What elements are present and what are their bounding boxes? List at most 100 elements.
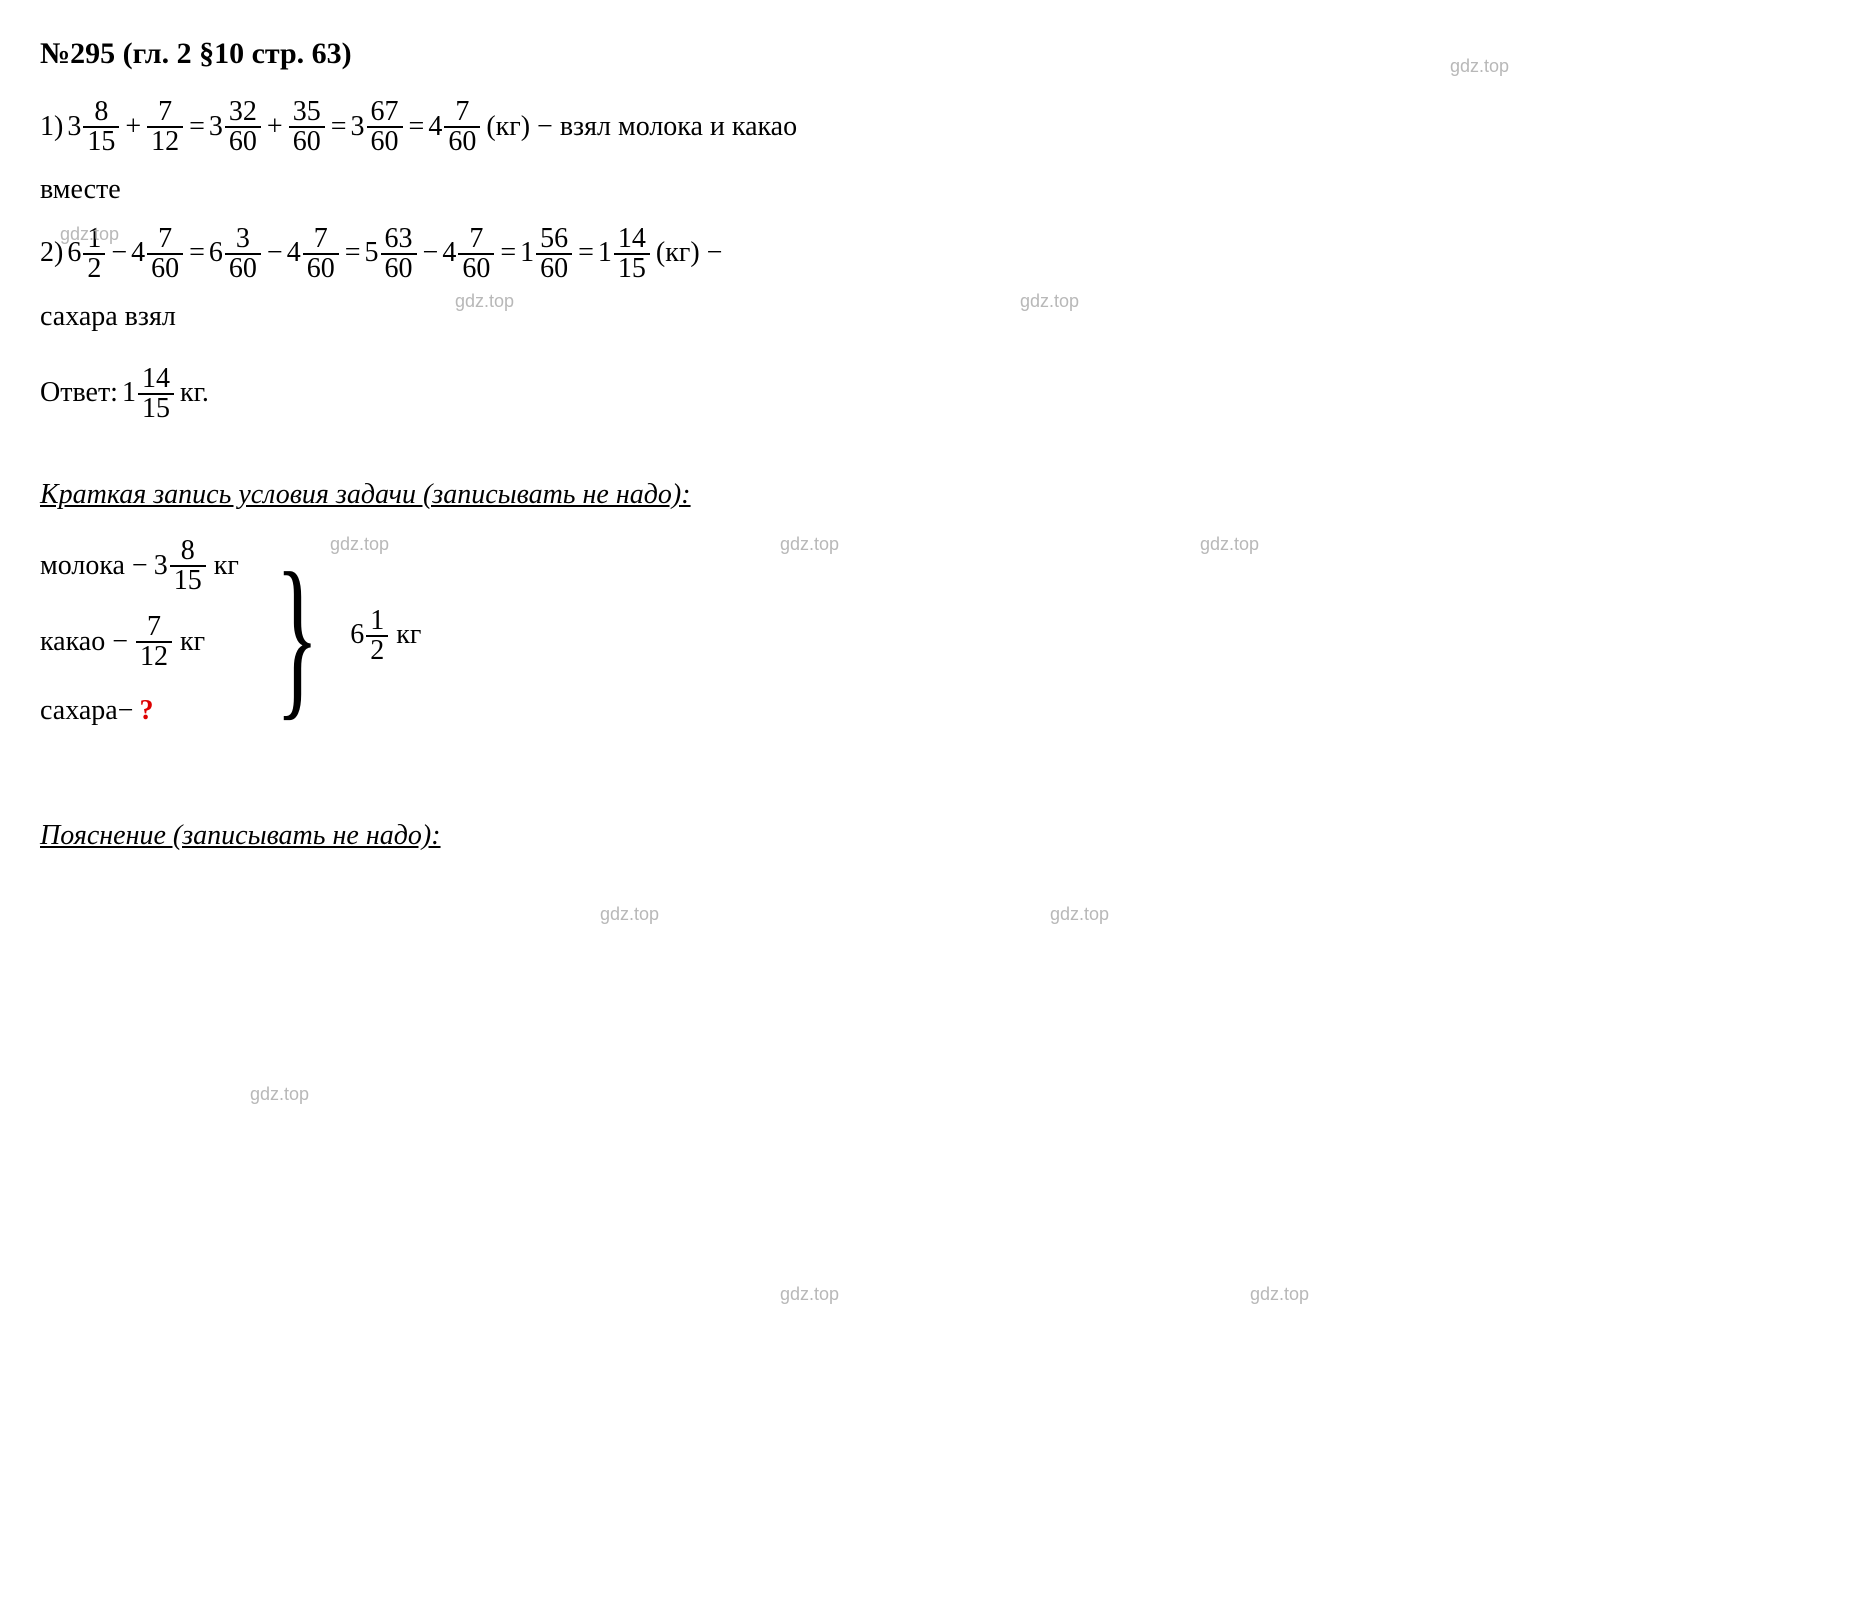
answer-label: Ответ: <box>40 371 118 416</box>
frac: 7 60 <box>303 225 339 283</box>
frac: 14 15 <box>614 225 650 283</box>
frac: 63 60 <box>381 225 417 283</box>
frac-35-60: 35 60 <box>289 98 325 156</box>
numerator: 7 <box>465 225 487 253</box>
numerator: 63 <box>381 225 417 253</box>
denominator: 60 <box>444 126 480 156</box>
eq: = <box>345 231 361 276</box>
op: − <box>267 231 283 276</box>
eq: = <box>331 105 347 150</box>
mixed-4-7-60: 4 7 60 <box>428 98 482 156</box>
numerator: 14 <box>138 365 174 393</box>
question-mark-icon: ? <box>139 689 153 734</box>
whole: 4 <box>131 231 145 276</box>
step-2-line: 2) 6 1 2 − 4 7 60 = 6 3 60 − 4 7 60 = 5 <box>40 225 1817 283</box>
denominator: 60 <box>225 126 261 156</box>
mixed: 3 8 15 <box>154 537 208 595</box>
denominator: 2 <box>83 253 105 283</box>
numerator: 35 <box>289 98 325 126</box>
mixed: 4 7 60 <box>287 225 341 283</box>
denominator: 60 <box>536 253 572 283</box>
brief-left: молока − 3 8 15 кг какао − 7 12 кг сахар… <box>40 537 239 734</box>
step1-suffix: (кг) − взял молока и какао <box>486 105 797 150</box>
denominator: 60 <box>458 253 494 283</box>
text: вместе <box>40 168 121 213</box>
frac: 8 15 <box>83 98 119 156</box>
frac: 67 60 <box>367 98 403 156</box>
step2-suffix: (кг) − <box>656 231 723 276</box>
numerator: 56 <box>536 225 572 253</box>
numerator: 67 <box>367 98 403 126</box>
whole: 1 <box>520 231 534 276</box>
numerator: 14 <box>614 225 650 253</box>
frac: 7 60 <box>444 98 480 156</box>
frac: 14 15 <box>138 365 174 423</box>
unit: кг <box>180 620 205 665</box>
whole: 3 <box>351 105 365 150</box>
whole: 4 <box>428 105 442 150</box>
answer-unit: кг. <box>180 371 209 416</box>
numerator: 7 <box>154 225 176 253</box>
frac-7-12: 7 12 <box>147 98 183 156</box>
whole: 4 <box>287 231 301 276</box>
mixed: 1 14 15 <box>598 225 652 283</box>
frac: 7 12 <box>136 613 172 671</box>
numerator: 7 <box>310 225 332 253</box>
denominator: 60 <box>225 253 261 283</box>
numerator: 32 <box>225 98 261 126</box>
frac: 1 2 <box>83 225 105 283</box>
brace-icon: } <box>275 564 318 708</box>
mixed: 5 63 60 <box>365 225 419 283</box>
step-1-cont: вместе <box>40 168 1817 213</box>
answer-mixed: 1 14 15 <box>122 365 176 423</box>
whole: 1 <box>598 231 612 276</box>
mixed: 6 1 2 <box>67 225 107 283</box>
watermark: gdz.top <box>780 1280 839 1309</box>
whole: 5 <box>365 231 379 276</box>
frac: 7 60 <box>458 225 494 283</box>
brief-row-milk: молока − 3 8 15 кг <box>40 537 239 595</box>
numerator: 1 <box>83 225 105 253</box>
op: − <box>111 231 127 276</box>
denominator: 15 <box>83 126 119 156</box>
denominator: 15 <box>170 565 206 595</box>
brief-row-cocoa: какао − 7 12 кг <box>40 613 239 671</box>
numerator: 3 <box>232 225 254 253</box>
denominator: 60 <box>381 253 417 283</box>
numerator: 1 <box>366 607 388 635</box>
frac: 7 60 <box>147 225 183 283</box>
step2-prefix: 2) <box>40 231 63 276</box>
answer-line: Ответ: 1 14 15 кг. <box>40 365 1817 423</box>
unit: кг <box>214 544 239 589</box>
op: − <box>423 231 439 276</box>
label: молока − <box>40 544 148 589</box>
whole: 6 <box>209 231 223 276</box>
frac: 8 15 <box>170 537 206 595</box>
explain-heading: Пояснение (записывать не надо): <box>40 814 1817 859</box>
step1-prefix: 1) <box>40 105 63 150</box>
eq: = <box>409 105 425 150</box>
eq: = <box>189 105 205 150</box>
mixed: 1 56 60 <box>520 225 574 283</box>
denominator: 15 <box>614 253 650 283</box>
whole: 3 <box>209 105 223 150</box>
op: + <box>125 105 141 150</box>
whole: 1 <box>122 371 136 416</box>
brief-right: 6 1 2 кг <box>350 607 421 665</box>
brief-row-sugar: сахара− ? <box>40 689 239 734</box>
watermark: gdz.top <box>600 900 659 929</box>
op: + <box>267 105 283 150</box>
eq: = <box>500 231 516 276</box>
whole: 6 <box>67 231 81 276</box>
numerator: 7 <box>143 613 165 641</box>
watermark: gdz.top <box>1250 1280 1309 1309</box>
brief-heading: Краткая запись условия задачи (записыват… <box>40 473 1817 518</box>
numerator: 7 <box>154 98 176 126</box>
label: сахара− <box>40 689 133 734</box>
whole: 4 <box>442 231 456 276</box>
denominator: 60 <box>303 253 339 283</box>
numerator: 8 <box>177 537 199 565</box>
frac: 32 60 <box>225 98 261 156</box>
mixed: 6 3 60 <box>209 225 263 283</box>
whole: 6 <box>350 613 364 658</box>
